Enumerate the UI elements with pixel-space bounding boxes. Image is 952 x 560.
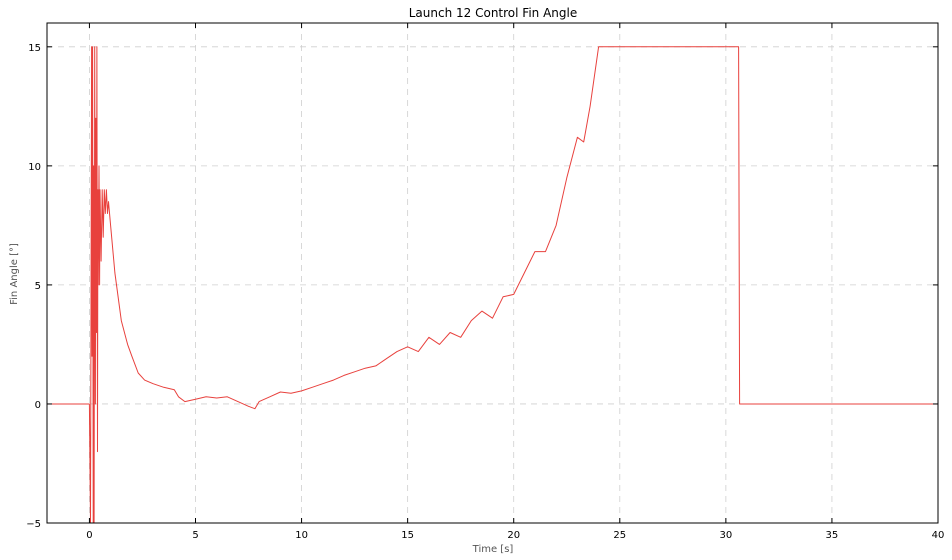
x-axis-label: Time [s]	[472, 544, 514, 555]
x-tick-label: 20	[507, 530, 520, 541]
x-tick-label: 35	[826, 530, 839, 541]
x-tick-label: 5	[192, 530, 198, 541]
x-tick-label: 0	[86, 530, 92, 541]
x-tick-label: 10	[295, 530, 308, 541]
chart-title: Launch 12 Control Fin Angle	[409, 6, 577, 20]
x-tick-label: 25	[613, 530, 626, 541]
y-axis-label: Fin Angle [°]	[9, 243, 20, 305]
series-layer	[47, 46, 938, 524]
fin-angle-series-line	[47, 46, 938, 524]
y-tick-label: 15	[28, 43, 41, 54]
axis-ticks: 0 5 10 15 20 25 30 35 40 −5 0 5 10 15	[26, 23, 944, 541]
y-tick-label: −5	[26, 519, 41, 530]
x-tick-label: 40	[932, 530, 945, 541]
y-tick-label: 0	[35, 400, 41, 411]
x-tick-label: 15	[401, 530, 414, 541]
grid	[47, 23, 938, 523]
plot-frame	[46, 22, 939, 524]
y-tick-label: 10	[28, 162, 41, 173]
y-tick-label: 5	[35, 281, 41, 292]
x-tick-label: 30	[719, 530, 732, 541]
